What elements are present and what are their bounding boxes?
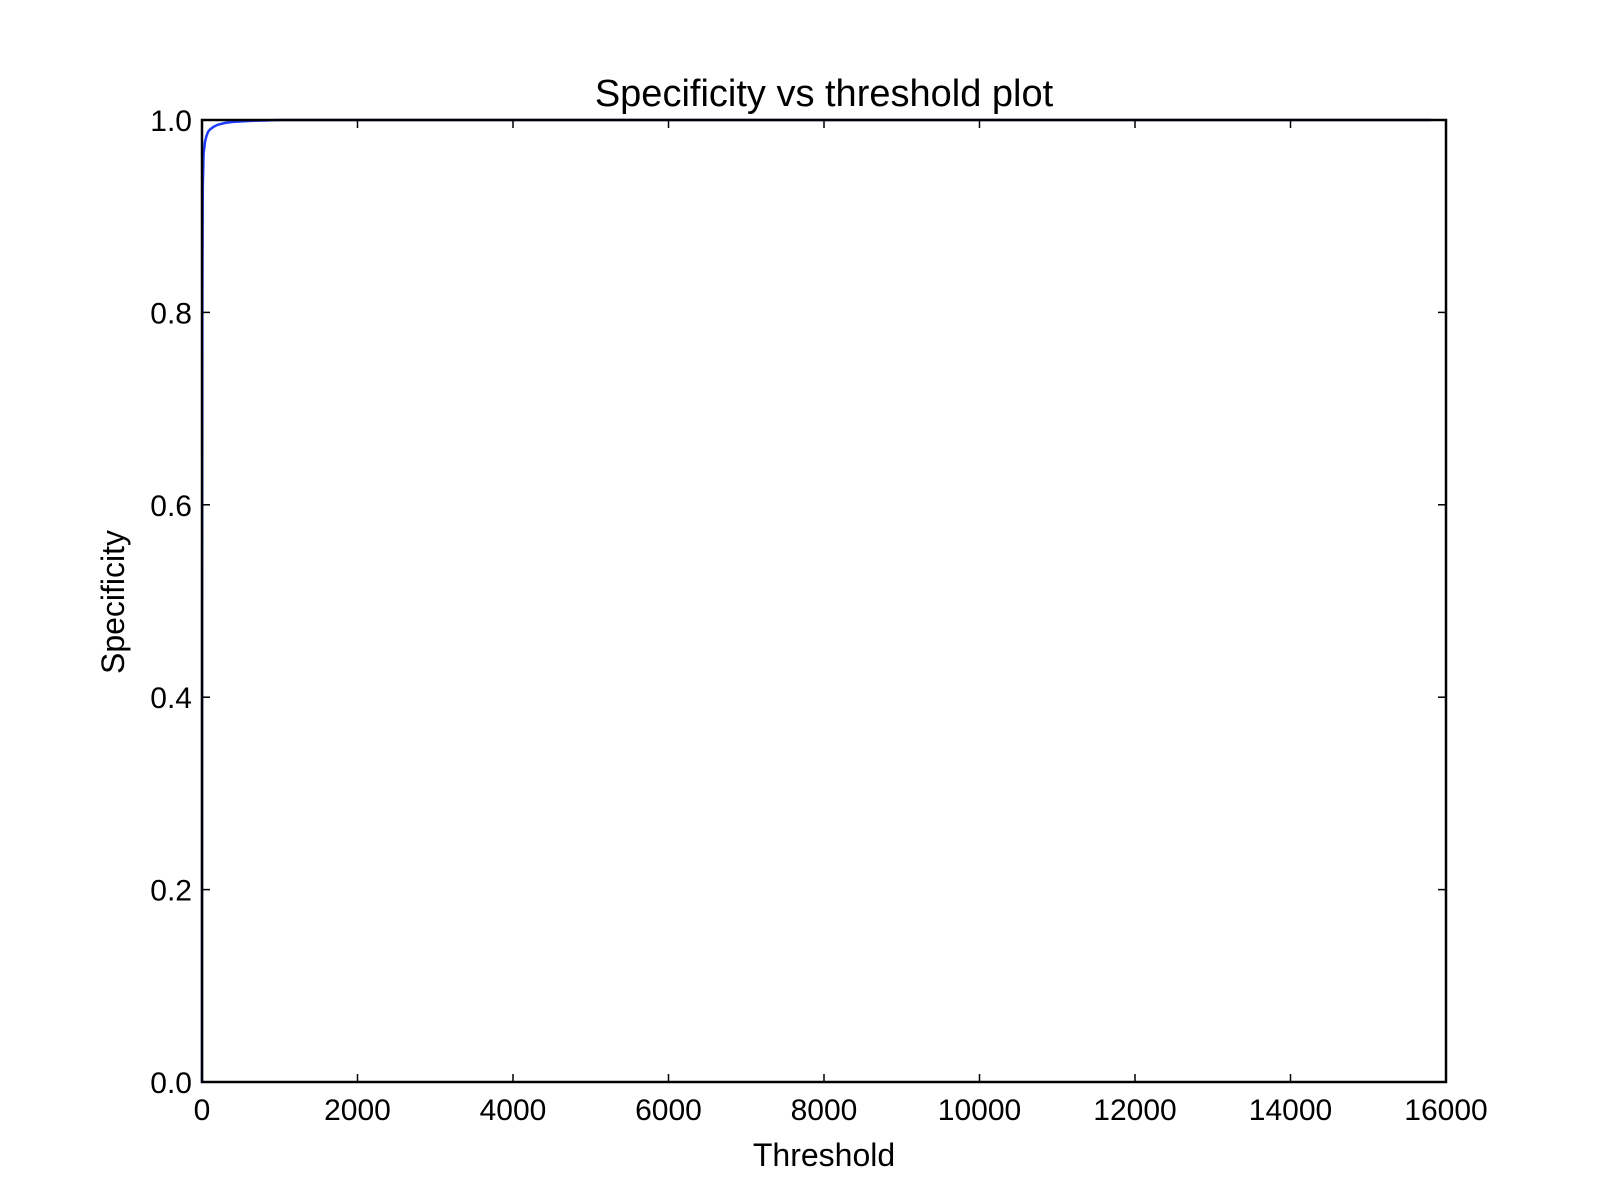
y-tick-label: 0.4 xyxy=(150,682,192,715)
chart-title: Specificity vs threshold plot xyxy=(595,73,1054,115)
x-tick-label: 0 xyxy=(194,1094,211,1127)
x-axis-label: Threshold xyxy=(753,1137,895,1173)
x-tick-label: 8000 xyxy=(791,1094,858,1127)
y-tick-label: 1.0 xyxy=(150,105,192,138)
y-tick-label: 0.2 xyxy=(150,875,192,908)
y-tick-label: 0.6 xyxy=(150,490,192,523)
x-tick-label: 4000 xyxy=(480,1094,547,1127)
y-axis-label: Specificity xyxy=(95,530,131,674)
x-axis-ticks: 0 2000 4000 6000 8000 10000 12000 14000 16000 xyxy=(194,120,1488,1127)
x-tick-label: 2000 xyxy=(324,1094,391,1127)
x-tick-label: 6000 xyxy=(635,1094,702,1127)
plot-frame xyxy=(200,118,1448,1084)
y-axis-ticks: 0.0 0.2 0.4 0.6 0.8 1.0 xyxy=(150,105,1446,1100)
plot-area: 0 2000 4000 6000 8000 10000 12000 14000 16000 0.… xyxy=(150,105,1487,1127)
x-tick-label: 16000 xyxy=(1404,1094,1487,1127)
x-tick-label: 12000 xyxy=(1093,1094,1176,1127)
x-tick-label: 14000 xyxy=(1249,1094,1332,1127)
y-tick-label: 0.8 xyxy=(150,297,192,330)
x-tick-label: 10000 xyxy=(938,1094,1021,1127)
y-tick-label: 0.0 xyxy=(150,1067,192,1100)
